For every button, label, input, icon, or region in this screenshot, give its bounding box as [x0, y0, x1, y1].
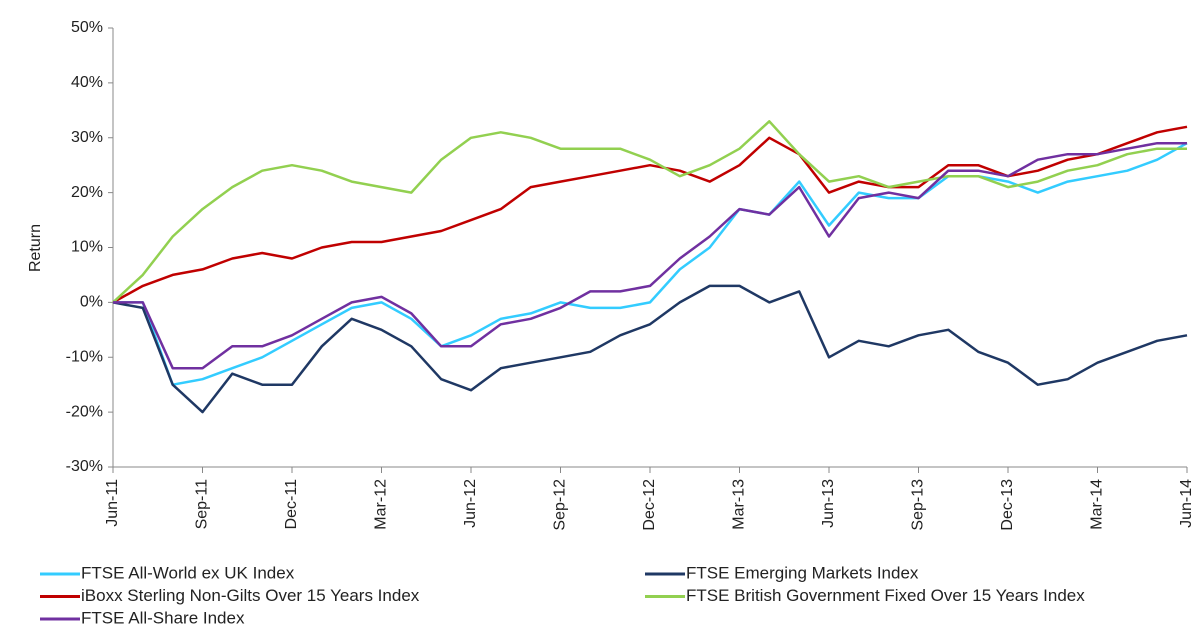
y-tick-label: 10%	[71, 239, 103, 256]
x-tick-label: Dec-13	[999, 479, 1016, 531]
legend-label: iBoxx Sterling Non-Gilts Over 15 Years I…	[81, 586, 420, 605]
x-tick-label: Sep-13	[910, 479, 927, 531]
x-tick-label: Jun-13	[820, 479, 837, 528]
legend-label: FTSE All-Share Index	[81, 608, 245, 627]
y-tick-label: 30%	[71, 129, 103, 146]
y-axis-label: Return	[27, 224, 44, 272]
y-tick-label: -20%	[66, 403, 103, 420]
x-tick-label: Sep-11	[194, 479, 211, 530]
x-tick-label: Mar-13	[731, 479, 748, 530]
x-tick-label: Dec-12	[641, 479, 658, 531]
x-tick-label: Jun-11	[104, 479, 121, 527]
y-tick-label: 20%	[71, 184, 103, 201]
y-tick-label: 50%	[71, 19, 103, 36]
series-line	[113, 141, 1187, 370]
x-tick-label: Mar-14	[1089, 479, 1106, 530]
x-tick-label: Mar-12	[373, 479, 390, 530]
x-tick-label: Sep-12	[552, 479, 569, 531]
legend-label: FTSE British Government Fixed Over 15 Ye…	[686, 586, 1085, 605]
y-tick-label: -10%	[66, 348, 103, 365]
x-tick-label: Jun-14	[1178, 479, 1195, 528]
y-tick-label: 40%	[71, 74, 103, 91]
series-line	[112, 284, 1188, 414]
legend-label: FTSE All-World ex UK Index	[81, 563, 295, 582]
x-tick-label: Dec-11	[283, 479, 300, 529]
series-line	[112, 120, 1187, 304]
series-line	[112, 125, 1188, 304]
x-tick-label: Jun-12	[462, 479, 479, 528]
y-tick-label: 0%	[80, 294, 103, 311]
series-line	[113, 142, 1188, 386]
legend-label: FTSE Emerging Markets Index	[686, 563, 919, 582]
y-tick-label: -30%	[66, 458, 103, 475]
